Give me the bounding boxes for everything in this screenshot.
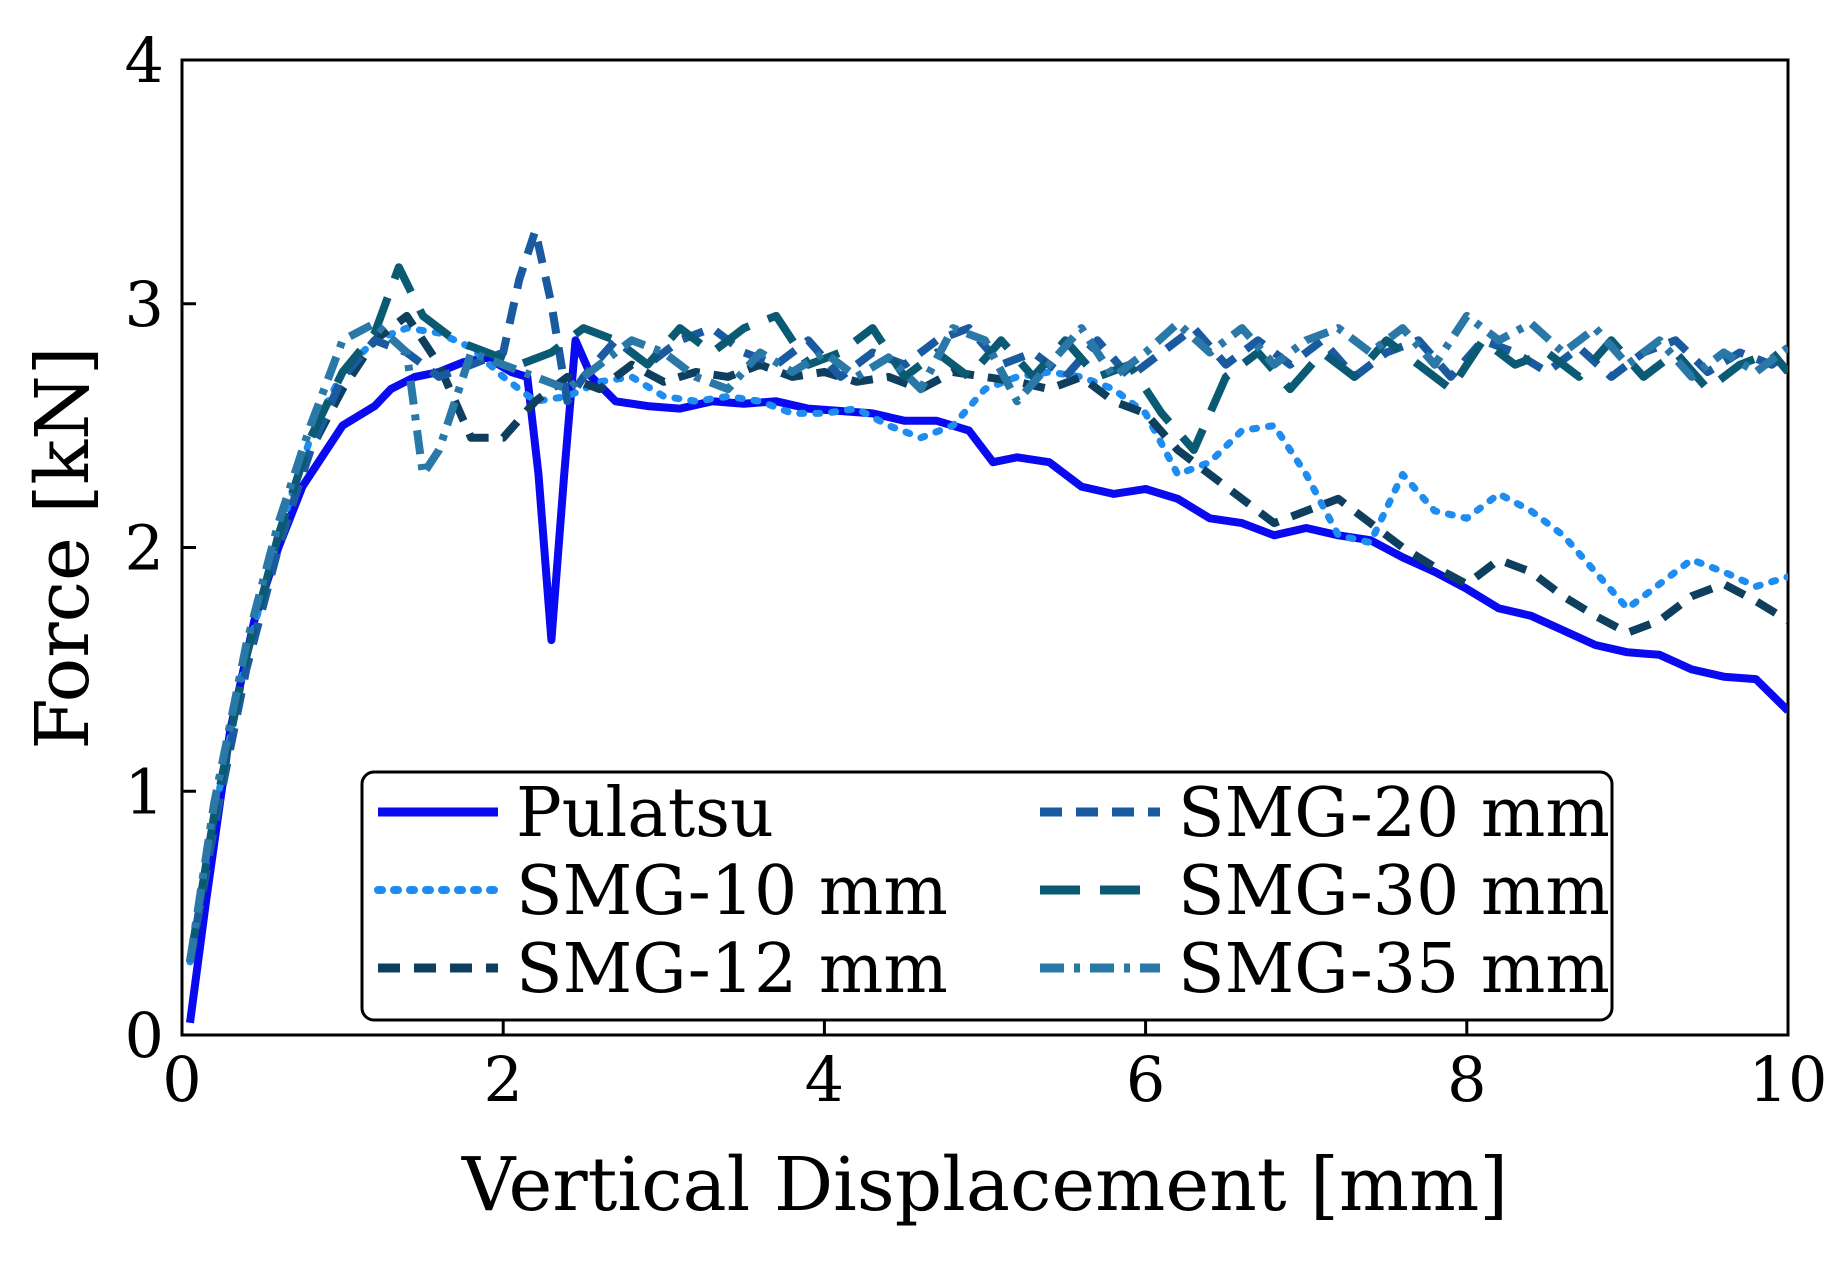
- legend-label: SMG-30 mm: [1178, 852, 1610, 931]
- y-tick-label: 3: [125, 268, 164, 341]
- legend-label: SMG-10 mm: [516, 852, 948, 931]
- line-chart: 0 2 4 6 8 10 0 1 2 3 4 Vertical Displacement [mm]…: [0, 0, 1833, 1262]
- y-tick-label: 1: [125, 755, 164, 828]
- legend-label: SMG-35 mm: [1178, 930, 1610, 1009]
- x-tick-label: 6: [1126, 1043, 1165, 1116]
- x-tick-label: 10: [1749, 1043, 1828, 1116]
- y-tick-label: 2: [125, 512, 164, 585]
- legend-label: SMG-20 mm: [1178, 774, 1610, 853]
- x-tick-label: 2: [483, 1043, 522, 1116]
- y-tick-label: 4: [125, 24, 164, 97]
- x-tick-label: 8: [1447, 1043, 1486, 1116]
- x-axis-title: Vertical Displacement [mm]: [461, 1142, 1508, 1228]
- y-tick-label: 0: [125, 999, 164, 1072]
- y-axis: 0 1 2 3 4: [125, 24, 196, 1072]
- y-axis-title: Force [kN]: [20, 346, 106, 749]
- legend-label: Pulatsu: [516, 774, 774, 853]
- x-tick-label: 4: [805, 1043, 844, 1116]
- x-tick-label: 0: [162, 1043, 201, 1116]
- legend-label: SMG-12 mm: [516, 930, 948, 1009]
- chart: 0 2 4 6 8 10 0 1 2 3 4 Vertical Displacement [mm]…: [0, 0, 1833, 1262]
